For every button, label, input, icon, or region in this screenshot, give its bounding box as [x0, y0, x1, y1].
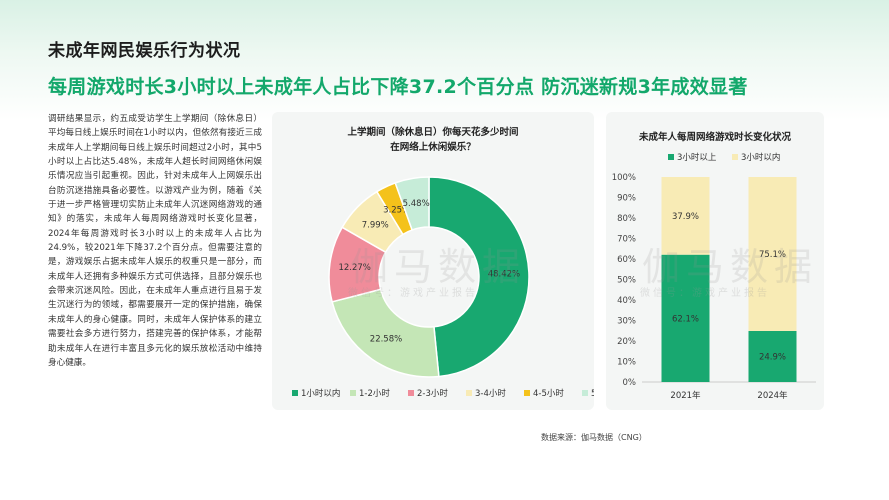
x-tick-label-1: 2024年 — [757, 390, 788, 401]
page-subtitle: 每周游戏时长3小时以上未成年人占比下降37.2个百分点 防沉迷新规3年成效显著 — [48, 76, 748, 98]
bar-legend-swatch-0 — [668, 154, 674, 160]
y-tick-label-4: 40% — [617, 296, 636, 306]
pie-legend-label-2: 2-3小时 — [417, 388, 448, 399]
y-tick-label-5: 50% — [617, 276, 636, 286]
bar-segment-0-1 — [661, 177, 710, 255]
page-title: 未成年网民娱乐行为状况 — [48, 41, 241, 61]
body-text: 调研结果显示，约五成受访学生上学期间（除休息日）平均每日线上娱乐时间在1小时以内… — [48, 114, 262, 368]
header-background — [0, 0, 889, 120]
x-tick-label-0: 2021年 — [670, 390, 701, 401]
pie-slice-label-5: 5.48% — [403, 199, 430, 209]
pie-legend-swatch-0 — [292, 390, 298, 396]
pie-slice-5 — [394, 176, 430, 231]
data-source: 数据来源：伽马数据（CNG） — [541, 433, 647, 442]
bar-data-label-1-0: 24.9% — [759, 352, 786, 362]
pie-legend-label-5: 5小时以上 — [591, 388, 594, 399]
pie-legend-swatch-5 — [582, 390, 588, 396]
stacked-bar-chart: 3小时以上 3小时以内 0% 10% 20% 30% 40% 50% 60% 70% 80% 90% 1… — [612, 152, 816, 401]
y-tick-label-10: 100% — [612, 173, 636, 183]
pie-slice-label-3: 7.99% — [362, 221, 389, 231]
pie-legend-label-3: 3-4小时 — [475, 388, 506, 399]
pie-slice-label-4: 3.25% — [383, 205, 410, 215]
bar-segment-1-0 — [748, 330, 797, 382]
bar-data-label-0-1: 37.9% — [672, 212, 699, 222]
bar-segment-1-1 — [748, 177, 797, 331]
pie-legend-swatch-2 — [408, 390, 414, 396]
bar-data-label-0-0: 62.1% — [672, 314, 699, 324]
pie-legend-label-1: 1-2小时 — [359, 388, 390, 399]
pie-legend-swatch-1 — [350, 390, 356, 396]
pie-slice-1 — [331, 288, 440, 378]
pie-legend-label-0: 1小时以内 — [301, 388, 340, 399]
bar-legend-label-0: 3小时以上 — [677, 152, 717, 163]
y-tick-label-1: 10% — [617, 358, 636, 368]
pie-slice-label-1: 22.58% — [370, 334, 402, 344]
y-tick-label-8: 80% — [617, 214, 636, 224]
pie-chart-title-line1: 上学期间（除休息日）你每天花多少时间 — [347, 127, 519, 138]
bar-legend-label-1: 3小时以内 — [741, 152, 780, 163]
pie-slice-label-2: 12.27% — [338, 263, 370, 273]
pie-legend-swatch-3 — [466, 390, 472, 396]
bar-legend-swatch-1 — [732, 154, 738, 160]
y-tick-label-3: 30% — [617, 317, 636, 327]
y-tick-label-2: 20% — [617, 337, 636, 347]
pie-chart-title-line2: 在网络上休闲娱乐？ — [390, 142, 476, 153]
bar-data-label-1-1: 75.1% — [759, 250, 786, 260]
pie-legend-swatch-4 — [524, 390, 530, 396]
y-tick-label-7: 70% — [617, 235, 636, 245]
y-tick-label-9: 90% — [617, 194, 636, 204]
bar-chart-panel: 未成年人每周网络游戏时长变化状况 3小时以上 3小时以内 0% 10% 20% 30% 40… — [606, 112, 824, 410]
donut-chart: 48.42% 22.58% 12.27% 7.99% 3.25%5.48% 1小时以内 1-… — [292, 176, 594, 399]
pie-slice-label-0: 48.42% — [488, 269, 520, 279]
y-tick-label-6: 60% — [617, 255, 636, 265]
y-tick-label-0: 0% — [623, 378, 637, 388]
pie-slice-0 — [428, 176, 530, 378]
pie-legend-label-4: 4-5小时 — [533, 388, 564, 399]
pie-chart-panel: 上学期间（除休息日）你每天花多少时间 在网络上休闲娱乐？ 48.42% 22.58… — [272, 112, 594, 410]
bar-segment-0-0 — [661, 254, 710, 382]
bar-chart-title: 未成年人每周网络游戏时长变化状况 — [638, 132, 791, 143]
